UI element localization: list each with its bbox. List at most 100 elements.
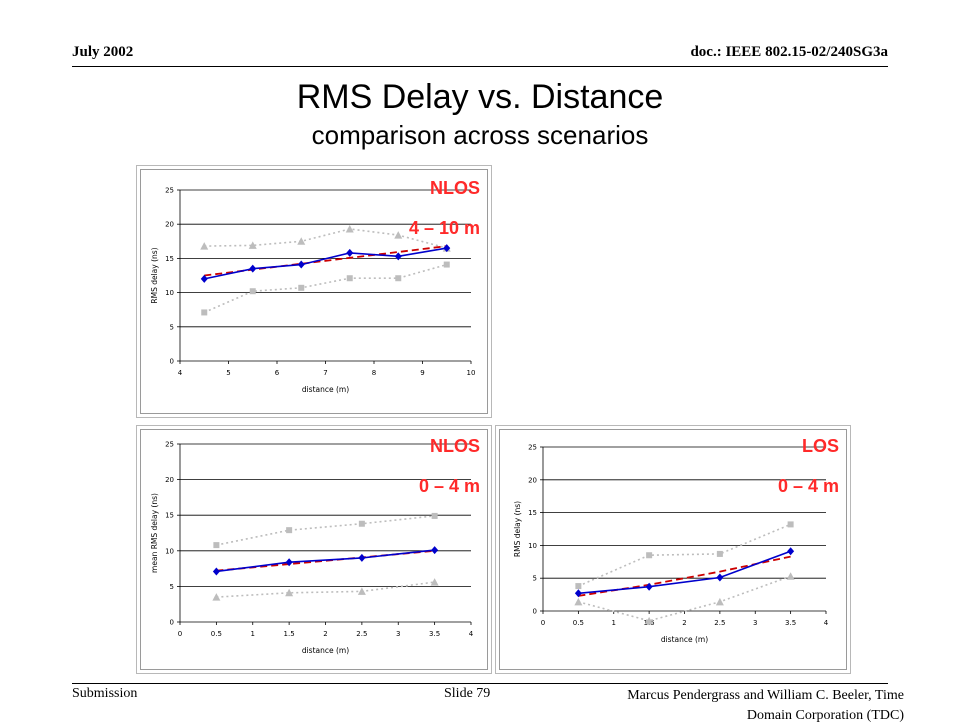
chart-plot: 0 5 10 15 20 25 4 5 6 7 8 9 10 distance (m) RMS delay … xyxy=(150,187,476,395)
x-tick-label: 2 xyxy=(682,619,686,627)
x-tick-label: 8 xyxy=(372,369,376,377)
data-point-lower xyxy=(357,587,366,595)
footer-submission: Submission xyxy=(72,686,138,701)
data-point-lower xyxy=(715,597,724,606)
data-point-mean xyxy=(285,558,293,567)
data-point-upper xyxy=(286,527,293,534)
header-rule xyxy=(72,66,888,67)
footer-authors: Marcus Pendergrass and William C. Beeler… xyxy=(627,686,904,726)
y-tick-label: 15 xyxy=(165,255,174,263)
x-tick-label: 3.5 xyxy=(429,630,440,638)
y-tick-label: 25 xyxy=(165,441,174,449)
data-point-mean xyxy=(716,573,724,582)
data-point-mean xyxy=(358,553,366,562)
data-point-lower xyxy=(645,616,654,625)
series-line-upper xyxy=(578,523,791,587)
y-tick-label: 10 xyxy=(165,547,174,555)
x-tick-label: 2.5 xyxy=(714,619,725,627)
x-tick-label: 0.5 xyxy=(211,630,222,638)
header-date: July 2002 xyxy=(72,44,134,60)
data-point-lower xyxy=(212,593,221,601)
y-tick-label: 5 xyxy=(533,575,537,583)
y-tick-label: 0 xyxy=(170,619,174,627)
chart-frame xyxy=(140,169,488,414)
data-point-mean xyxy=(787,547,795,556)
data-point-upper xyxy=(716,550,723,557)
data-point-lower xyxy=(249,288,256,295)
series-line-upper xyxy=(204,228,448,249)
x-tick-label: 3 xyxy=(396,630,400,638)
data-point-upper xyxy=(358,520,365,527)
y-tick-label: 15 xyxy=(528,509,537,517)
data-point-upper xyxy=(345,224,354,233)
series-line-lower xyxy=(216,581,435,598)
y-tick-label: 0 xyxy=(533,608,537,616)
data-point-upper xyxy=(200,242,209,250)
slide-subtitle: comparison across scenarios xyxy=(311,120,649,150)
x-tick-label: 7 xyxy=(323,369,327,377)
series-line-mean xyxy=(204,247,447,280)
y-axis-label: mean RMS delay (ns) xyxy=(150,493,159,573)
data-point-mean xyxy=(212,567,220,576)
y-tick-label: 15 xyxy=(165,512,174,520)
y-axis-label: RMS delay (ns) xyxy=(150,247,159,303)
x-tick-label: 4 xyxy=(824,619,829,627)
slide-title: RMS Delay vs. Distance xyxy=(296,78,664,116)
series-line-lower xyxy=(578,575,791,622)
x-tick-label: 0 xyxy=(541,619,545,627)
x-tick-label: 4 xyxy=(178,369,183,377)
range-label: 0 – 4 m xyxy=(777,476,839,496)
data-point-lower xyxy=(430,578,439,586)
y-axis-label: RMS delay (ns) xyxy=(513,501,522,557)
data-point-mean xyxy=(645,582,653,591)
y-tick-label: 20 xyxy=(528,476,537,484)
data-point-upper xyxy=(431,512,438,519)
x-tick-label: 1 xyxy=(251,630,255,638)
y-tick-label: 10 xyxy=(165,289,174,297)
series-line-mean xyxy=(216,549,435,573)
y-tick-label: 0 xyxy=(170,358,174,366)
data-point-mean xyxy=(297,260,305,269)
x-tick-label: 10 xyxy=(467,369,476,377)
x-tick-label: 3.5 xyxy=(785,619,796,627)
chart-nlos-0-4: 0 5 10 15 20 25 0 0.5 1 1.5 2 2.5 3 3.5 4 distance (m) m… xyxy=(140,429,488,670)
data-point-lower xyxy=(443,261,450,268)
series-line-upper xyxy=(216,515,435,546)
chart-nlos-4-10: 0 5 10 15 20 25 4 5 6 7 8 9 10 distance (m) RMS delay … xyxy=(140,169,488,414)
data-point-upper xyxy=(575,583,582,590)
series-line-fit xyxy=(204,245,447,277)
footer-authors-line2: Domain Corporation (TDC) xyxy=(746,708,904,723)
x-tick-label: 2.5 xyxy=(356,630,367,638)
range-label: 4 – 10 m xyxy=(408,218,480,238)
data-point-mean xyxy=(443,244,451,253)
footer-rule xyxy=(72,683,888,684)
data-point-mean xyxy=(249,264,257,273)
y-tick-label: 5 xyxy=(170,323,174,331)
x-axis-label: distance (m) xyxy=(302,385,349,394)
x-axis-label: distance (m) xyxy=(302,646,349,655)
x-tick-label: 1.5 xyxy=(284,630,295,638)
data-point-upper xyxy=(394,231,403,239)
data-point-lower xyxy=(285,588,294,597)
y-tick-label: 5 xyxy=(170,583,174,591)
scenario-label: NLOS xyxy=(429,436,480,456)
scenario-label: LOS xyxy=(801,436,839,456)
y-tick-label: 20 xyxy=(165,476,174,484)
data-point-mean xyxy=(346,248,354,257)
chart-frame xyxy=(140,429,488,670)
data-point-lower xyxy=(201,309,208,316)
x-axis-label: distance (m) xyxy=(661,635,708,644)
data-point-upper xyxy=(787,521,794,528)
x-tick-label: 0 xyxy=(178,630,182,638)
data-point-mean xyxy=(394,252,402,261)
data-point-upper xyxy=(213,542,220,549)
data-point-upper xyxy=(646,552,653,559)
data-point-lower xyxy=(298,284,305,291)
footer-slide-number: Slide 79 xyxy=(444,686,491,701)
data-point-lower xyxy=(346,275,353,282)
range-label: 0 – 4 m xyxy=(418,476,480,496)
x-tick-label: 2 xyxy=(323,630,327,638)
header-doc-id: doc.: IEEE 802.15-02/240SG3a xyxy=(690,44,888,60)
chart-plot: 0 5 10 15 20 25 0 0.5 1 1.5 2 2.5 3 3.5 4 distance (m) m… xyxy=(150,441,474,656)
